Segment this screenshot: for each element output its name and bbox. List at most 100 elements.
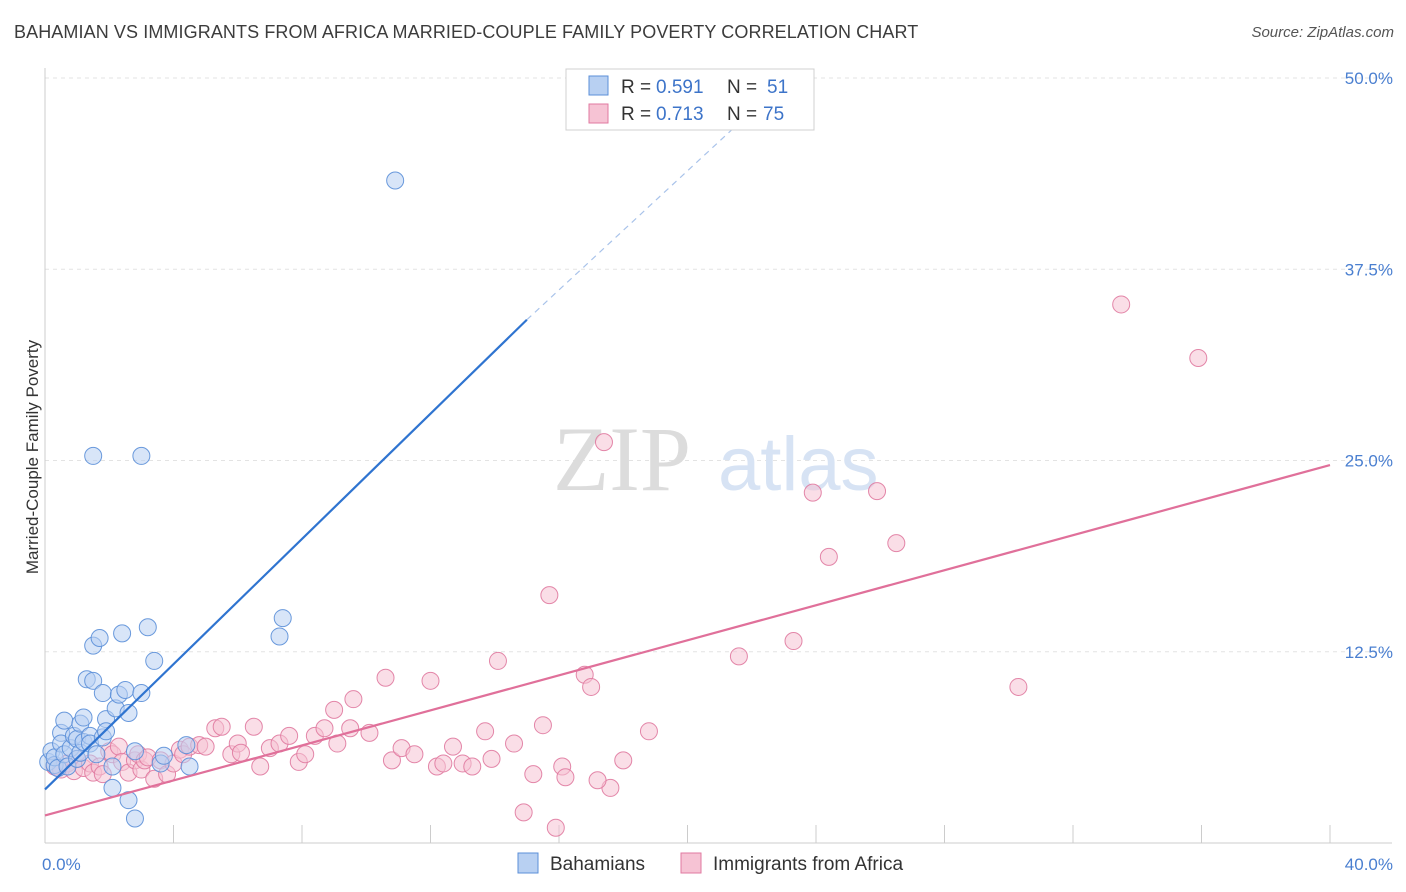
- legend: R = 0.591 N = 51 R = 0.713 N = 75: [565, 68, 815, 131]
- immigrants-point-64: [533, 716, 552, 735]
- watermark: ZIP atlas: [553, 408, 879, 510]
- immigrants-point-46: [344, 690, 363, 709]
- legend-n-value-2: 75: [763, 104, 784, 125]
- bahamians-point-34: [113, 624, 132, 643]
- bottom-legend-label-immigrants: Immigrants from Africa: [713, 854, 903, 875]
- bahamians-point-38: [125, 742, 144, 761]
- immigrants-point-62: [514, 803, 533, 822]
- y-tick-label-3: 50.0%: [1345, 69, 1393, 88]
- watermark-atlas: atlas: [718, 422, 879, 507]
- bahamians-point-8: [55, 711, 74, 730]
- immigrants-point-54: [434, 754, 453, 773]
- bahamians-point-48: [270, 627, 289, 646]
- bahamians-point-23: [87, 745, 106, 764]
- bottom-legend-label-bahamians: Bahamians: [550, 854, 645, 875]
- legend-swatch-immigrants: [588, 103, 609, 124]
- legend-n-label-2: N =: [727, 104, 757, 125]
- series-bahamians: [39, 171, 405, 828]
- bahamians-point-41: [132, 446, 151, 465]
- immigrants-point-61: [505, 734, 524, 753]
- immigrants-point-70: [594, 433, 613, 452]
- immigrants-point-72: [614, 751, 633, 770]
- immigrants-point-76: [803, 483, 822, 502]
- bahamians-point-31: [103, 757, 122, 776]
- immigrants-point-66: [546, 818, 565, 837]
- bahamians-point-35: [116, 681, 135, 699]
- y-tick-label-1: 25.0%: [1345, 452, 1393, 471]
- immigrants-point-52: [421, 671, 440, 690]
- bahamians-point-37: [119, 703, 138, 722]
- legend-n-value-1: 51: [767, 77, 788, 98]
- legend-r-value-2: 0.713: [656, 104, 704, 125]
- x-tick-labels: 0.0% 40.0%: [42, 855, 1393, 874]
- chart-title: BAHAMIAN VS IMMIGRANTS FROM AFRICA MARRI…: [14, 22, 919, 42]
- y-axis-label: Married-Couple Family Poverty: [23, 339, 42, 574]
- bottom-legend-swatch-bahamians: [517, 852, 539, 874]
- bahamians-point-40: [132, 684, 151, 703]
- bahamians-point-43: [145, 651, 164, 670]
- y-tick-label-0: 12.5%: [1345, 643, 1393, 662]
- bahamians-point-29: [84, 446, 103, 465]
- watermark-zip: ZIP: [553, 408, 691, 510]
- series-immigrants-from-africa: [45, 295, 1208, 837]
- x-tick-label-1: 40.0%: [1345, 855, 1393, 874]
- gridlines: [45, 77, 1392, 653]
- immigrants-point-35: [251, 757, 270, 776]
- immigrants-point-33: [231, 743, 250, 762]
- immigrants-point-59: [482, 749, 501, 768]
- bahamians-point-25: [93, 684, 112, 703]
- bahamians-point-47: [180, 757, 199, 776]
- bahamians-point-45: [154, 746, 173, 765]
- immigrants-point-28: [196, 737, 215, 756]
- immigrants-point-42: [315, 719, 334, 738]
- bottom-legend-swatch-immigrants: [680, 852, 702, 874]
- immigrants-point-77: [819, 547, 838, 566]
- legend-r-label-2: R =: [621, 104, 651, 125]
- immigrants-point-78: [868, 482, 887, 501]
- bahamians-point-50: [386, 171, 405, 190]
- bahamians-point-21: [84, 671, 103, 690]
- bahamians-point-46: [177, 736, 196, 755]
- bahamians-point-24: [90, 628, 109, 647]
- immigrants-point-30: [212, 717, 231, 736]
- immigrants-point-40: [296, 745, 315, 764]
- source-note: Source: ZipAtlas.com: [1251, 24, 1394, 41]
- immigrants-point-75: [784, 632, 803, 651]
- immigrants-point-12: [109, 737, 128, 756]
- trend-lines: [44, 95, 1331, 817]
- immigrants-point-43: [325, 700, 344, 719]
- bahamians-point-42: [138, 618, 157, 637]
- bahamians-point-16: [74, 708, 93, 727]
- immigrants-point-81: [1112, 295, 1131, 314]
- legend-r-label-1: R =: [621, 77, 651, 98]
- immigrants-point-48: [376, 668, 395, 687]
- y-tick-label-2: 37.5%: [1345, 260, 1393, 279]
- immigrants-point-51: [405, 745, 424, 764]
- legend-r-value-1: 0.591: [656, 77, 704, 98]
- immigrants-point-65: [540, 586, 559, 605]
- bahamians-point-30: [103, 778, 122, 797]
- immigrants-point-63: [524, 765, 543, 784]
- immigrants-point-38: [280, 726, 299, 745]
- immigrants-point-84: [556, 768, 575, 787]
- immigrants-point-74: [729, 647, 748, 666]
- legend-swatch-bahamians: [588, 75, 609, 96]
- immigrants-point-79: [887, 534, 906, 553]
- immigrants-point-82: [1189, 348, 1208, 367]
- immigrants-point-49: [382, 751, 401, 770]
- bottom-legend: Bahamians Immigrants from Africa: [517, 852, 903, 875]
- legend-n-label-1: N =: [727, 77, 757, 98]
- bahamians-trend-line: [44, 318, 528, 791]
- immigrants-point-73: [639, 722, 658, 741]
- bahamians-point-49: [273, 609, 292, 628]
- immigrants-point-55: [443, 737, 462, 756]
- immigrants-point-83: [588, 771, 607, 790]
- immigrants-point-60: [488, 651, 507, 670]
- immigrants-point-34: [244, 717, 263, 736]
- immigrants-point-69: [582, 677, 601, 696]
- immigrants-point-80: [1009, 677, 1028, 696]
- bahamians-point-39: [125, 809, 144, 828]
- immigrants-point-57: [463, 757, 482, 776]
- immigrants-trend-line: [44, 464, 1331, 817]
